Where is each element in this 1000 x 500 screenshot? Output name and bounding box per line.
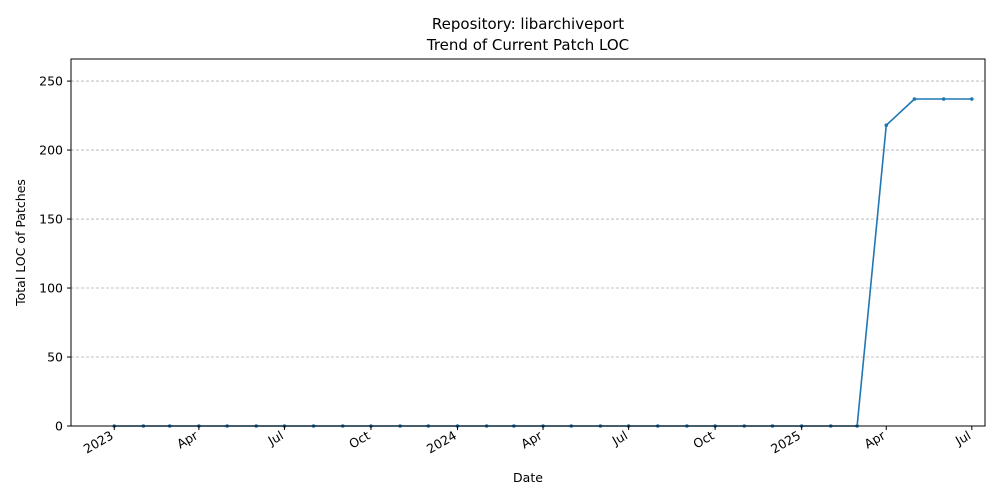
y-tick-label-5: 250	[39, 74, 63, 89]
x-axis-ticks: 2023 Apr Jul Oct 2024 Apr Jul Oct 2025 Apr Jul	[81, 426, 973, 457]
data-point-30	[970, 97, 974, 101]
x-tick-label-3: Oct	[346, 428, 372, 452]
series-layer	[112, 97, 974, 428]
y-tick-label-3: 150	[39, 212, 63, 227]
y-axis-ticks: 0 50 100 150 200 250	[39, 74, 71, 434]
x-tick-label-8: 2025	[768, 428, 803, 457]
chart-title-line-1: Repository: libarchiveport	[432, 15, 624, 33]
x-tick-label-4: 2024	[424, 428, 459, 457]
x-tick-label-6: Jul	[609, 428, 630, 449]
x-tick-label-7: Oct	[690, 428, 716, 452]
chart-title-line-2: Trend of Current Patch LOC	[426, 36, 629, 54]
y-tick-label-1: 50	[47, 350, 63, 365]
x-axis-label: Date	[513, 470, 543, 485]
data-point-28	[912, 97, 917, 101]
x-tick-label-0: 2023	[81, 428, 116, 457]
plot-frame	[70, 58, 986, 427]
x-tick-label-10: Jul	[952, 428, 973, 449]
x-tick-label-1: Apr	[174, 427, 201, 451]
x-tick-label-2: Jul	[265, 428, 286, 449]
data-point-27	[884, 123, 889, 128]
series-line-0	[114, 98, 972, 427]
y-tick-label-2: 100	[39, 281, 63, 296]
y-tick-label-0: 0	[55, 419, 63, 434]
x-tick-label-9: Apr	[862, 427, 889, 451]
y-axis-label: Total LOC of Patches	[13, 179, 28, 307]
y-gridlines	[71, 80, 985, 358]
x-tick-label-5: Apr	[518, 427, 545, 451]
y-tick-label-4: 200	[39, 143, 63, 158]
data-point-29	[941, 97, 946, 101]
